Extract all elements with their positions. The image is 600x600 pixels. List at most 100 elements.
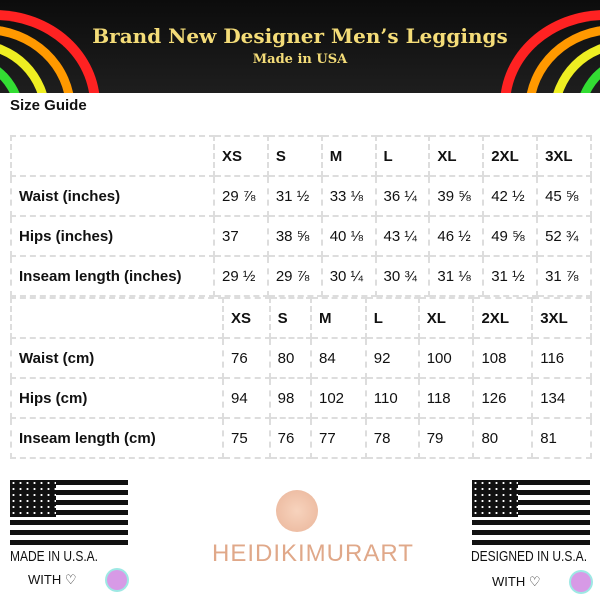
measurement-cell: 52 ¾ — [536, 215, 592, 257]
measurement-cell: 31 ½ — [266, 175, 323, 217]
us-flag-icon — [10, 480, 128, 546]
rose-logo-icon — [276, 490, 318, 532]
measurement-cell: 75 — [222, 417, 271, 459]
table-row: Hips (cm) 94 98 102 110 118 126 134 — [10, 377, 592, 419]
size-header: 2XL — [472, 297, 534, 339]
size-header: XS — [222, 297, 271, 339]
size-header: S — [266, 135, 323, 177]
row-label: Hips (inches) — [10, 215, 215, 257]
size-table-cm: XS S M L XL 2XL 3XL Waist (cm) 76 80 84 92 100 108 116… — [10, 297, 592, 459]
corner-cell — [10, 135, 215, 177]
measurement-cell: 38 ⅝ — [266, 215, 323, 257]
measurement-cell: 29 ⅞ — [213, 175, 269, 217]
measurement-cell: 100 — [417, 337, 475, 379]
measurement-cell: 33 ⅛ — [320, 175, 377, 217]
flag-stripe — [472, 520, 590, 525]
table-row: Waist (cm) 76 80 84 92 100 108 116 — [10, 337, 592, 379]
header-row: XS S M L XL 2XL 3XL — [10, 135, 592, 177]
header-row: XS S M L XL 2XL 3XL — [10, 297, 592, 339]
table-row: Waist (inches) 29 ⅞ 31 ½ 33 ⅛ 36 ¼ 39 ⅝ 42 ½ 45… — [10, 175, 592, 217]
measurement-cell: 76 — [222, 337, 271, 379]
measurement-cell: 102 — [310, 377, 367, 419]
row-label: Hips (cm) — [10, 377, 224, 419]
measurement-cell: 84 — [310, 337, 367, 379]
flag-stripe — [10, 490, 128, 495]
measurement-cell: 80 — [472, 417, 534, 459]
size-header: L — [364, 297, 420, 339]
measurement-cell: 43 ¼ — [374, 215, 431, 257]
table-row: Inseam length (inches) 29 ½ 29 ⅞ 30 ¼ 30 ¾ 31… — [10, 255, 592, 297]
brand-logo-text: HEIDIKIMURART — [212, 540, 414, 567]
flag-stripe — [10, 530, 128, 535]
size-header: M — [310, 297, 367, 339]
us-flag-icon — [472, 480, 590, 546]
measurement-cell: 49 ⅝ — [482, 215, 539, 257]
table-row: Hips (inches) 37 38 ⅝ 40 ⅛ 43 ¼ 46 ½ 49 ⅝ 52 ¾ — [10, 215, 592, 257]
measurement-cell: 45 ⅝ — [536, 175, 592, 217]
flag-stripe — [472, 490, 590, 495]
size-header: XS — [213, 135, 269, 177]
flag-canton — [472, 480, 518, 517]
with-love-label: WITH ♡ — [28, 572, 77, 587]
brand-badge-icon — [571, 572, 591, 592]
measurement-cell: 108 — [472, 337, 534, 379]
size-header: 3XL — [536, 135, 592, 177]
measurement-cell: 31 ½ — [482, 255, 539, 297]
row-label: Inseam length (cm) — [10, 417, 224, 459]
size-header: 3XL — [531, 297, 592, 339]
flag-stripe — [10, 500, 128, 505]
measurement-cell: 79 — [417, 417, 475, 459]
measurement-cell: 116 — [531, 337, 592, 379]
measurement-cell: 30 ¼ — [320, 255, 377, 297]
page-title: Brand New Designer Men’s Leggings — [92, 24, 508, 48]
flag-stripe — [10, 510, 128, 515]
row-label: Inseam length (inches) — [10, 255, 215, 297]
measurement-cell: 126 — [472, 377, 534, 419]
flag-stripe — [472, 540, 590, 545]
flag-stripe — [472, 530, 590, 535]
flag-stripe — [472, 480, 590, 485]
flag-stripe — [10, 480, 128, 485]
measurement-cell: 77 — [310, 417, 367, 459]
measurement-cell: 29 ⅞ — [266, 255, 323, 297]
row-label: Waist (cm) — [10, 337, 224, 379]
with-love-label: WITH ♡ — [492, 574, 541, 589]
flag-stripe — [10, 540, 128, 545]
size-header: XL — [417, 297, 475, 339]
brand-badge-icon — [107, 570, 127, 590]
size-header: L — [374, 135, 431, 177]
flag-stripe — [472, 500, 590, 505]
measurement-cell: 30 ¾ — [374, 255, 431, 297]
measurement-cell: 81 — [531, 417, 592, 459]
designed-in-usa-caption: DESIGNED IN U.S.A. — [471, 548, 588, 565]
measurement-cell: 37 — [213, 215, 269, 257]
row-label: Waist (inches) — [10, 175, 215, 217]
size-header: M — [320, 135, 377, 177]
measurement-cell: 78 — [364, 417, 420, 459]
flag-stripe — [10, 520, 128, 525]
size-guide-heading: Size Guide — [10, 97, 87, 114]
measurement-cell: 94 — [222, 377, 271, 419]
measurement-cell: 29 ½ — [213, 255, 269, 297]
size-header: 2XL — [482, 135, 539, 177]
measurement-cell: 40 ⅛ — [320, 215, 377, 257]
size-header: S — [268, 297, 313, 339]
measurement-cell: 31 ⅛ — [428, 255, 485, 297]
flag-canton — [10, 480, 56, 517]
measurement-cell: 134 — [531, 377, 592, 419]
measurement-cell: 80 — [268, 337, 313, 379]
measurement-cell: 39 ⅝ — [428, 175, 485, 217]
measurement-cell: 36 ¼ — [374, 175, 431, 217]
measurement-cell: 118 — [417, 377, 475, 419]
measurement-cell: 31 ⅞ — [536, 255, 592, 297]
header-banner: Brand New Designer Men’s Leggings Made i… — [0, 0, 600, 93]
corner-cell — [10, 297, 224, 339]
measurement-cell: 42 ½ — [482, 175, 539, 217]
measurement-cell: 98 — [268, 377, 313, 419]
page-subtitle: Made in USA — [252, 52, 348, 67]
table-row: Inseam length (cm) 75 76 77 78 79 80 81 — [10, 417, 592, 459]
size-header: XL — [428, 135, 485, 177]
measurement-cell: 46 ½ — [428, 215, 485, 257]
measurement-cell: 110 — [364, 377, 420, 419]
